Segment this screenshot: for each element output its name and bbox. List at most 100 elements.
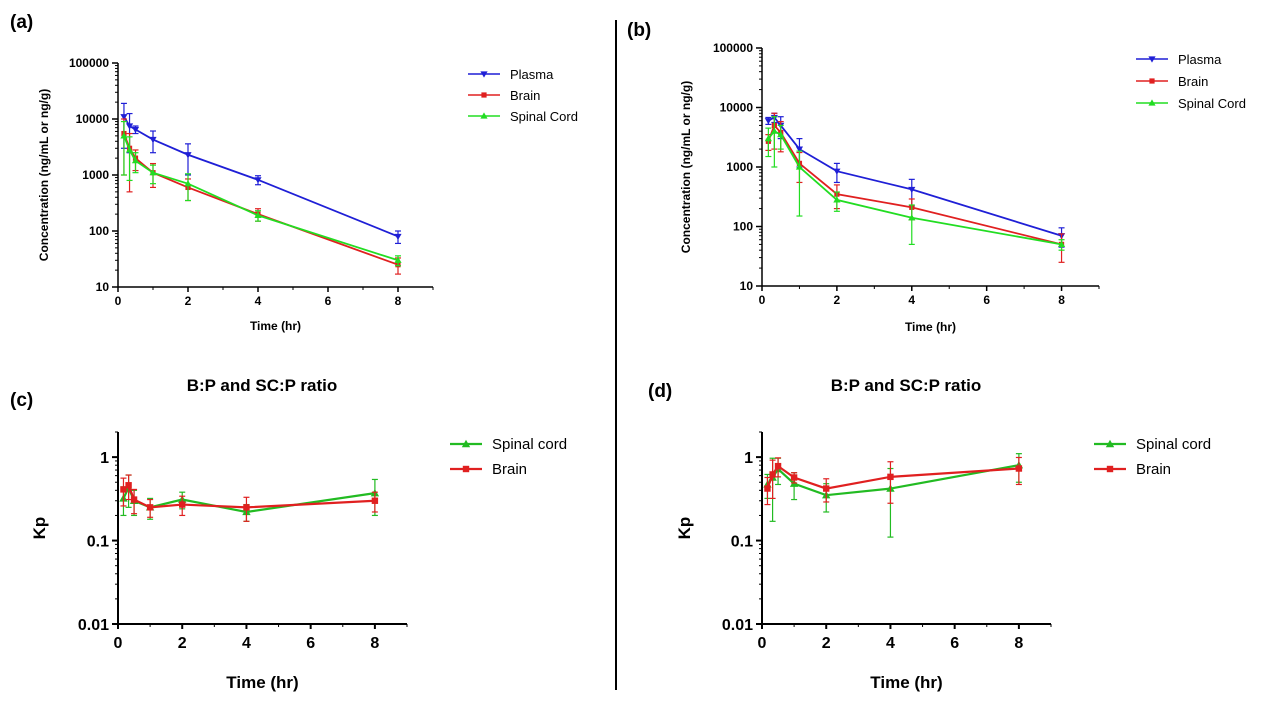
data-point — [243, 504, 250, 511]
legend-label: Spinal Cord — [1178, 96, 1246, 111]
x-tick-label: 6 — [950, 635, 959, 652]
legend-item: Spinal Cord — [468, 109, 578, 124]
x-axis-label: Time (hr) — [905, 320, 956, 334]
chart-panel-1: (b) 0 2 4 6 8 10 100 1000 10000 100000 Time (hr) Con… — [627, 20, 1246, 334]
y-tick-label: 10000 — [720, 101, 754, 115]
x-tick-label: 0 — [758, 635, 767, 652]
y-axis-label: Concentration (ng/mL or ng/g) — [37, 89, 51, 261]
data-point — [120, 132, 128, 139]
x-tick-label: 0 — [759, 293, 766, 307]
legend-marker — [1148, 99, 1156, 106]
data-point — [146, 504, 154, 511]
y-tick-label: 10 — [740, 279, 754, 293]
legend-item: Spinal Cord — [1136, 96, 1246, 111]
chart-panel-0: (a) 0 2 4 6 8 10 100 1000 10000 100000 Time (hr) Con… — [10, 12, 578, 333]
series-brain — [120, 474, 379, 522]
legend-label: Plasma — [1178, 52, 1222, 67]
data-point — [769, 471, 776, 478]
y-tick-label: 0.01 — [78, 617, 109, 634]
x-tick-label: 6 — [306, 635, 315, 652]
data-point — [764, 135, 772, 142]
series-plasma — [120, 102, 402, 245]
legend-item: Plasma — [468, 67, 554, 82]
legend-item: Spinal cord — [450, 436, 567, 453]
legend-label: Plasma — [510, 67, 554, 82]
y-tick-label: 100000 — [713, 41, 753, 55]
y-tick-label: 1 — [744, 450, 753, 467]
data-point — [394, 256, 402, 263]
x-tick-label: 2 — [185, 294, 192, 308]
chart-panel-2: (c) B:P and SC:P ratio 0 2 4 6 8 0.01 0.1 1 Time (… — [10, 376, 567, 692]
legend-label: Brain — [492, 461, 527, 478]
data-point — [131, 157, 140, 164]
x-axis-label: Time (hr) — [870, 673, 942, 692]
y-tick-label: 0.01 — [722, 617, 753, 634]
data-point — [120, 114, 128, 121]
data-point — [823, 485, 830, 492]
panel-label: (a) — [10, 12, 33, 33]
data-point — [770, 127, 778, 134]
y-tick-label: 0.1 — [731, 534, 753, 551]
y-axis-label: Kp — [30, 517, 49, 540]
legend-marker — [1105, 439, 1115, 448]
data-point — [774, 462, 782, 470]
legend-item: Spinal cord — [1094, 436, 1211, 453]
x-tick-label: 0 — [115, 294, 122, 308]
data-point — [833, 196, 841, 203]
panel-label: (c) — [10, 390, 33, 411]
y-tick-label: 0.1 — [87, 534, 109, 551]
y-tick-label: 1000 — [82, 168, 109, 182]
data-point — [371, 497, 379, 504]
data-point — [887, 473, 894, 481]
data-point — [833, 168, 841, 175]
y-axis-label: Kp — [675, 517, 694, 540]
chart-title: B:P and SC:P ratio — [831, 376, 982, 395]
x-axis-label: Time (hr) — [250, 319, 301, 333]
data-point — [184, 180, 192, 187]
x-tick-label: 4 — [908, 293, 915, 307]
x-tick-label: 2 — [822, 635, 831, 652]
data-point — [131, 126, 140, 134]
y-tick-label: 100000 — [69, 56, 109, 70]
legend-label: Spinal cord — [492, 436, 567, 453]
legend-marker — [480, 112, 488, 119]
series-spinal-cord — [763, 453, 1024, 538]
x-tick-label: 2 — [834, 293, 841, 307]
x-tick-label: 8 — [395, 294, 402, 308]
series-spinal-cord — [119, 474, 380, 522]
legend-label: Brain — [510, 88, 540, 103]
panel-label: (b) — [627, 20, 651, 41]
data-point — [130, 496, 138, 503]
y-tick-label: 10000 — [76, 112, 110, 126]
series-brain — [765, 112, 1065, 263]
x-tick-label: 8 — [1058, 293, 1065, 307]
series-brain — [764, 456, 1023, 506]
data-point — [179, 501, 186, 508]
legend-marker — [481, 92, 487, 98]
data-point — [1015, 465, 1023, 472]
data-point — [125, 123, 134, 130]
x-tick-label: 6 — [325, 294, 332, 308]
panel-label: (d) — [648, 381, 672, 402]
series-brain — [120, 118, 401, 275]
series-spinal-cord — [120, 120, 402, 267]
x-tick-label: 2 — [178, 635, 187, 652]
legend-label: Brain — [1178, 74, 1208, 89]
series-plasma — [764, 112, 1066, 248]
series-line — [767, 130, 1062, 246]
y-tick-label: 10 — [96, 280, 110, 294]
data-point — [795, 146, 804, 153]
x-tick-label: 4 — [886, 635, 895, 652]
series-line — [123, 133, 399, 266]
series-line — [767, 123, 1062, 246]
chart-title: B:P and SC:P ratio — [187, 376, 338, 395]
data-point — [254, 177, 262, 184]
y-axis-label: Concentration (ng/mL or ng/g) — [679, 81, 693, 253]
x-tick-label: 4 — [242, 635, 251, 652]
data-point — [184, 152, 192, 159]
legend-item: Brain — [468, 88, 540, 103]
data-point — [795, 163, 804, 170]
data-point — [764, 118, 772, 125]
data-point — [149, 169, 157, 176]
